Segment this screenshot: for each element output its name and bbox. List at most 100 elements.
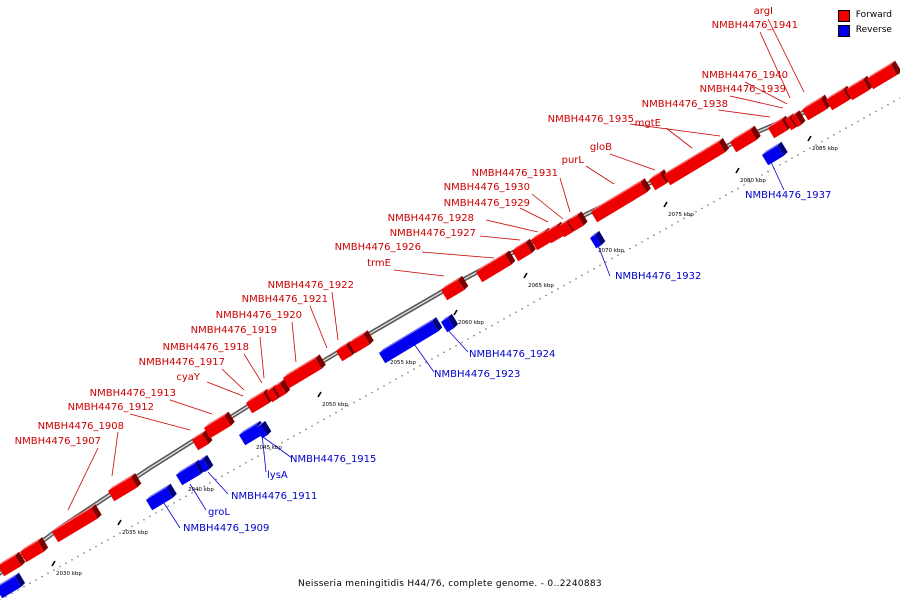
- ruler-major-tick: [663, 201, 668, 208]
- ruler-dot: [143, 518, 145, 521]
- ruler-dot: [515, 311, 517, 314]
- scale-label: 2050 kbp: [322, 402, 348, 408]
- gene-front-face: [441, 279, 465, 301]
- ruler-dot: [665, 227, 667, 230]
- reverse-gene: [762, 141, 788, 166]
- ruler-dot: [185, 495, 187, 498]
- forward-leader-line: [309, 305, 328, 349]
- gene-end-face: [432, 317, 443, 332]
- gene-end-face: [346, 340, 357, 356]
- ruler-major-tick: [523, 272, 528, 279]
- reverse-gene: [590, 230, 606, 249]
- ruler-dot: [785, 160, 787, 163]
- gene-labels: argI NMBH4476_1941 NMBH4476_1940 NMBH4476_1…: [15, 6, 832, 534]
- forward-gene: [108, 473, 142, 502]
- forward-leader-line: [243, 353, 263, 384]
- ruler-dot: [65, 562, 67, 564]
- forward-gene-label: NMBH4476_1920: [216, 310, 302, 321]
- legend-forward: Forward: [837, 8, 892, 23]
- ruler-dot: [809, 147, 811, 149]
- ruler-dot: [725, 194, 727, 196]
- reverse-gene-label: groL: [208, 507, 230, 518]
- ruler-dot: [791, 157, 793, 159]
- gene-end-face: [640, 178, 651, 193]
- scale-label: 2035 kbp: [122, 530, 148, 536]
- forward-gene: [867, 60, 900, 90]
- gene-top-face: [591, 178, 645, 212]
- gene-front-face: [176, 463, 202, 486]
- forward-leader-line: [744, 81, 788, 105]
- forward-gene-label: NMBH4476_1912: [68, 402, 154, 413]
- gene-front-face: [336, 344, 353, 362]
- ruler-dot: [251, 458, 253, 461]
- scale-label: 2045 kbp: [256, 445, 282, 451]
- ruler-dot: [857, 120, 859, 123]
- forward-gene: [274, 379, 291, 398]
- reverse-gene-label: NMBH4476_1923: [434, 369, 520, 380]
- ruler-major-tick: [735, 167, 740, 174]
- gene-end-face: [820, 94, 832, 109]
- forward-leader-line: [559, 177, 571, 213]
- ruler-dot: [221, 475, 223, 478]
- forward-gene-label: trmE: [367, 258, 391, 269]
- gene-top-face: [246, 388, 268, 403]
- ruler-dot: [509, 314, 511, 317]
- forward-gene-label: NMBH4476_1926: [335, 242, 421, 253]
- ruler-dot: [431, 358, 433, 360]
- ruler-dot: [317, 421, 319, 424]
- ruler-dot: [305, 428, 307, 431]
- ruler-dot: [173, 502, 175, 504]
- forward-leader-line: [665, 127, 693, 149]
- gene-end-face: [315, 354, 326, 369]
- forward-gene-label: cyaY: [176, 372, 201, 383]
- gene-front-face: [476, 254, 512, 283]
- gene-top-face: [846, 75, 868, 90]
- ruler-dot: [623, 251, 625, 253]
- ruler-major-tick: [51, 560, 56, 567]
- scale-label: 2075 kbp: [668, 212, 694, 218]
- gene-end-face: [224, 411, 235, 426]
- ruler-dot: [731, 190, 733, 193]
- gene-top-face: [283, 354, 320, 378]
- ruler-dot: [191, 492, 193, 494]
- gene-front-face: [0, 555, 22, 577]
- gene-top-face: [512, 238, 530, 251]
- forward-gene: [846, 75, 874, 101]
- gene-end-face: [525, 238, 536, 254]
- ruler-dot: [257, 455, 259, 457]
- ruler-dot: [755, 177, 757, 180]
- ruler-dot: [659, 231, 661, 233]
- ruler-dot: [443, 351, 445, 354]
- forward-gene-label: NMBH4476_1929: [444, 198, 530, 209]
- gene-top-face: [256, 420, 266, 428]
- forward-gene-label: argI: [754, 6, 773, 17]
- gene-front-face: [256, 424, 268, 439]
- reverse-leader-line: [207, 471, 229, 495]
- ruler-dot: [449, 348, 451, 350]
- ruler-dot: [227, 472, 229, 474]
- reverse-gene-label: NMBH4476_1915: [290, 454, 376, 465]
- ruler-dot: [821, 140, 823, 143]
- ruler-dot: [47, 572, 49, 574]
- gene-top-face: [266, 384, 277, 392]
- reverse-leader-line: [445, 327, 469, 353]
- ruler-dot: [497, 321, 499, 324]
- gene-end-face: [131, 473, 142, 488]
- reverse-gene-label: NMBH4476_1937: [745, 190, 831, 201]
- ruler-dot: [881, 107, 883, 109]
- ruler-dot: [335, 411, 337, 414]
- ruler-dot: [761, 174, 763, 176]
- forward-leader-line: [717, 109, 771, 118]
- gene-top-face: [590, 230, 600, 238]
- forward-leader-line: [421, 251, 495, 259]
- forward-leader-line: [759, 31, 791, 99]
- gene-end-face: [891, 60, 900, 75]
- forward-gene-label: NMBH4476_1919: [191, 325, 277, 336]
- ruler-dot: [473, 334, 475, 337]
- ruler-dot: [77, 555, 79, 558]
- forward-gene-label: mgtE: [635, 118, 661, 129]
- reverse-leader-line: [189, 483, 207, 511]
- gene-front-face: [558, 221, 573, 238]
- gene-top-face: [274, 379, 285, 387]
